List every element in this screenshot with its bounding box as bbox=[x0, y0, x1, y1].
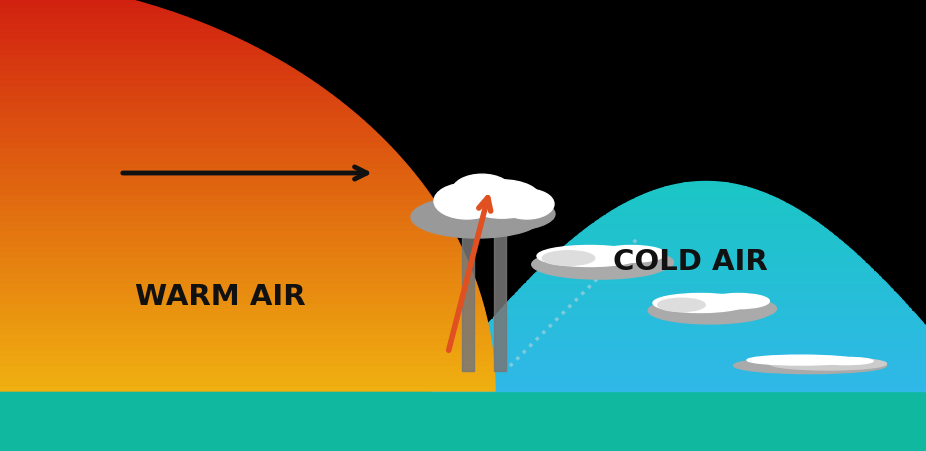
Polygon shape bbox=[0, 334, 491, 339]
Polygon shape bbox=[0, 288, 480, 293]
Ellipse shape bbox=[459, 198, 555, 231]
Polygon shape bbox=[0, 148, 396, 153]
Polygon shape bbox=[0, 34, 237, 39]
Ellipse shape bbox=[537, 246, 642, 267]
Ellipse shape bbox=[463, 180, 541, 219]
Ellipse shape bbox=[452, 175, 512, 208]
Polygon shape bbox=[0, 50, 268, 55]
Polygon shape bbox=[0, 257, 468, 262]
Polygon shape bbox=[0, 138, 386, 143]
Ellipse shape bbox=[707, 294, 770, 309]
Polygon shape bbox=[0, 65, 294, 70]
Ellipse shape bbox=[411, 197, 543, 239]
Polygon shape bbox=[0, 13, 188, 18]
Polygon shape bbox=[0, 262, 469, 267]
Ellipse shape bbox=[819, 358, 873, 365]
Polygon shape bbox=[0, 39, 248, 44]
Polygon shape bbox=[0, 386, 495, 391]
Polygon shape bbox=[0, 272, 474, 277]
Polygon shape bbox=[0, 221, 449, 226]
Polygon shape bbox=[0, 236, 458, 241]
Polygon shape bbox=[0, 324, 489, 329]
Polygon shape bbox=[0, 376, 494, 381]
Polygon shape bbox=[0, 267, 472, 272]
Polygon shape bbox=[0, 282, 478, 288]
Polygon shape bbox=[0, 339, 492, 345]
Polygon shape bbox=[0, 277, 476, 282]
Polygon shape bbox=[0, 293, 481, 298]
Polygon shape bbox=[0, 117, 364, 122]
Polygon shape bbox=[0, 184, 426, 189]
Polygon shape bbox=[0, 101, 345, 106]
Polygon shape bbox=[0, 96, 339, 101]
Ellipse shape bbox=[700, 299, 777, 319]
Polygon shape bbox=[0, 169, 414, 174]
Polygon shape bbox=[0, 241, 460, 246]
Polygon shape bbox=[0, 298, 482, 303]
Text: COLD AIR: COLD AIR bbox=[613, 248, 768, 276]
Ellipse shape bbox=[532, 250, 669, 280]
Polygon shape bbox=[0, 179, 422, 184]
Ellipse shape bbox=[648, 298, 771, 324]
Polygon shape bbox=[0, 8, 173, 13]
Polygon shape bbox=[0, 303, 484, 308]
Polygon shape bbox=[0, 194, 433, 200]
Polygon shape bbox=[0, 153, 401, 158]
Polygon shape bbox=[0, 18, 201, 23]
Ellipse shape bbox=[590, 251, 673, 274]
Polygon shape bbox=[0, 122, 369, 127]
Polygon shape bbox=[0, 329, 490, 334]
Polygon shape bbox=[0, 246, 463, 251]
Polygon shape bbox=[0, 132, 381, 138]
Polygon shape bbox=[0, 350, 493, 355]
Polygon shape bbox=[0, 23, 214, 29]
Ellipse shape bbox=[733, 358, 886, 374]
Polygon shape bbox=[0, 91, 332, 96]
Polygon shape bbox=[0, 44, 258, 50]
Polygon shape bbox=[0, 70, 303, 75]
Polygon shape bbox=[0, 370, 494, 376]
Polygon shape bbox=[0, 112, 358, 117]
Text: WARM AIR: WARM AIR bbox=[134, 282, 306, 310]
Ellipse shape bbox=[434, 184, 500, 220]
Polygon shape bbox=[0, 174, 418, 179]
Ellipse shape bbox=[543, 251, 594, 266]
Ellipse shape bbox=[597, 246, 666, 263]
Polygon shape bbox=[0, 158, 406, 163]
Ellipse shape bbox=[500, 189, 554, 220]
Polygon shape bbox=[0, 360, 494, 365]
Ellipse shape bbox=[653, 294, 748, 313]
Polygon shape bbox=[0, 55, 277, 60]
Polygon shape bbox=[0, 210, 444, 215]
Polygon shape bbox=[0, 313, 486, 319]
Polygon shape bbox=[0, 143, 391, 148]
Ellipse shape bbox=[657, 299, 706, 312]
Polygon shape bbox=[0, 251, 466, 257]
Polygon shape bbox=[0, 319, 488, 324]
Polygon shape bbox=[0, 29, 226, 34]
Polygon shape bbox=[0, 75, 310, 81]
Polygon shape bbox=[0, 215, 446, 221]
Polygon shape bbox=[0, 0, 140, 3]
Polygon shape bbox=[0, 308, 485, 313]
Polygon shape bbox=[0, 86, 325, 91]
Polygon shape bbox=[0, 381, 495, 386]
Polygon shape bbox=[0, 205, 440, 210]
Ellipse shape bbox=[747, 355, 855, 365]
Polygon shape bbox=[0, 365, 494, 370]
Polygon shape bbox=[0, 200, 437, 205]
Polygon shape bbox=[0, 106, 352, 112]
Ellipse shape bbox=[770, 358, 886, 370]
Polygon shape bbox=[0, 81, 318, 86]
Polygon shape bbox=[0, 60, 286, 65]
Polygon shape bbox=[0, 3, 157, 8]
Polygon shape bbox=[0, 163, 409, 169]
Polygon shape bbox=[0, 226, 453, 230]
Polygon shape bbox=[0, 355, 494, 360]
Polygon shape bbox=[0, 127, 375, 132]
Polygon shape bbox=[0, 345, 493, 350]
Polygon shape bbox=[0, 230, 456, 236]
Polygon shape bbox=[0, 189, 430, 194]
